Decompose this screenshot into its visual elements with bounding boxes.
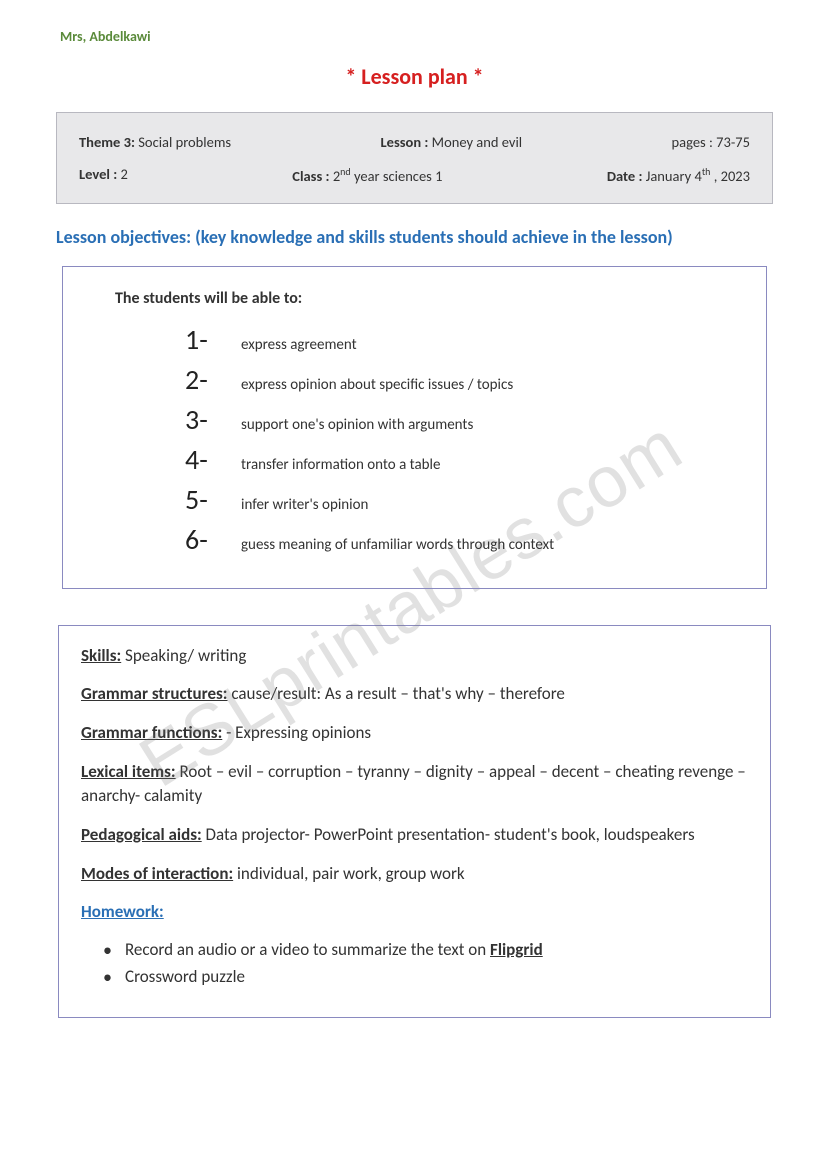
objective-item: 2- express opinion about specific issues… [185,362,740,398]
meta-class-post: year sciences 1 [351,167,443,185]
homework-list: Record an audio or a video to summarize … [103,939,748,987]
meta-pages-value: 73-75 [716,133,750,151]
meta-date: Date : January 4th , 2023 [607,165,750,185]
objective-item: 6- guess meaning of unfamiliar words thr… [185,522,740,558]
objective-num: 6- [185,522,241,557]
info-modes-label: Modes of interaction: [81,863,233,884]
objective-num: 4- [185,442,241,477]
info-modes: Modes of interaction: individual, pair w… [81,862,748,887]
objective-text: infer writer's opinion [241,496,368,518]
meta-theme: Theme 3: Social problems [79,133,231,151]
meta-lesson-value: Money and evil [432,133,522,151]
info-modes-value: individual, pair work, group work [233,863,464,884]
meta-level-value: 2 [121,165,128,183]
info-homework: Homework: [81,900,748,925]
meta-row-1: Theme 3: Social problems Lesson : Money … [79,133,750,151]
info-grammar-func: Grammar functions: - Expressing opinions [81,721,748,746]
meta-date-label: Date : [607,167,643,185]
objective-item: 4- transfer information onto a table [185,442,740,478]
meta-lesson: Lesson : Money and evil [381,133,523,151]
objective-text: guess meaning of unfamiliar words throug… [241,536,554,558]
info-grammar-func-value: - Expressing opinions [222,722,371,743]
meta-row-2: Level : 2 Class : 2nd year sciences 1 Da… [79,165,750,185]
objective-num: 2- [185,362,241,397]
info-lexical-label: Lexical items: [81,761,176,782]
meta-theme-value: Social problems [138,133,231,151]
meta-class-label: Class : [292,167,329,185]
objectives-heading: Lesson objectives: (key knowledge and sk… [56,226,773,248]
objective-item: 1- express agreement [185,322,740,358]
meta-date-post: , 2023 [710,167,750,185]
meta-level-label: Level : [79,165,117,183]
objectives-box: The students will be able to: 1- express… [62,266,767,589]
objective-num: 5- [185,482,241,517]
document-title: * Lesson plan * [56,63,773,90]
meta-class-sup: nd [340,165,351,178]
homework-item-bold: Flipgrid [490,939,543,960]
teacher-name: Mrs, Abdelkawi [60,28,773,45]
meta-box: Theme 3: Social problems Lesson : Money … [56,112,773,204]
homework-item-text: Crossword puzzle [125,966,245,987]
info-pedagogical: Pedagogical aids: Data projector- PowerP… [81,823,748,848]
objective-item: 3- support one's opinion with arguments [185,402,740,438]
info-pedagogical-label: Pedagogical aids: [81,824,202,845]
meta-class: Class : 2nd year sciences 1 [292,165,442,185]
info-grammar-struct-label: Grammar structures: [81,683,228,704]
objective-text: express agreement [241,336,357,358]
meta-pages: pages : 73-75 [672,133,750,151]
info-homework-label: Homework: [81,901,164,922]
homework-item: Record an audio or a video to summarize … [103,939,748,960]
meta-pages-label: pages : [672,133,713,151]
info-skills: Skills: Speaking/ writing [81,644,748,669]
objective-text: transfer information onto a table [241,456,440,478]
info-pedagogical-value: Data projector- PowerPoint presentation-… [202,824,695,845]
meta-date-pre: January 4 [646,167,702,185]
objectives-intro: The students will be able to: [115,289,740,308]
info-box: Skills: Speaking/ writing Grammar struct… [58,625,771,1018]
meta-lesson-label: Lesson : [381,133,429,151]
meta-date-value: January 4th , 2023 [646,167,750,185]
info-grammar-func-label: Grammar functions: [81,722,222,743]
objective-num: 1- [185,322,241,357]
objective-text: express opinion about specific issues / … [241,376,513,398]
objective-text: support one's opinion with arguments [241,416,473,438]
info-lexical: Lexical items: Root – evil – corruption … [81,760,748,809]
info-grammar-struct: Grammar structures: cause/result: As a r… [81,682,748,707]
meta-class-value: 2nd year sciences 1 [333,167,443,185]
objectives-list: 1- express agreement 2- express opinion … [185,322,740,558]
info-skills-value: Speaking/ writing [121,645,246,666]
objective-item: 5- infer writer's opinion [185,482,740,518]
homework-item: Crossword puzzle [103,966,748,987]
meta-theme-label: Theme 3: [79,133,135,151]
info-grammar-struct-value: cause/result: As a result – that's why –… [228,683,565,704]
meta-level: Level : 2 [79,165,128,185]
homework-item-text: Record an audio or a video to summarize … [125,939,490,960]
objective-num: 3- [185,402,241,437]
info-skills-label: Skills: [81,645,121,666]
info-lexical-value: Root – evil – corruption – tyranny – dig… [81,761,746,807]
